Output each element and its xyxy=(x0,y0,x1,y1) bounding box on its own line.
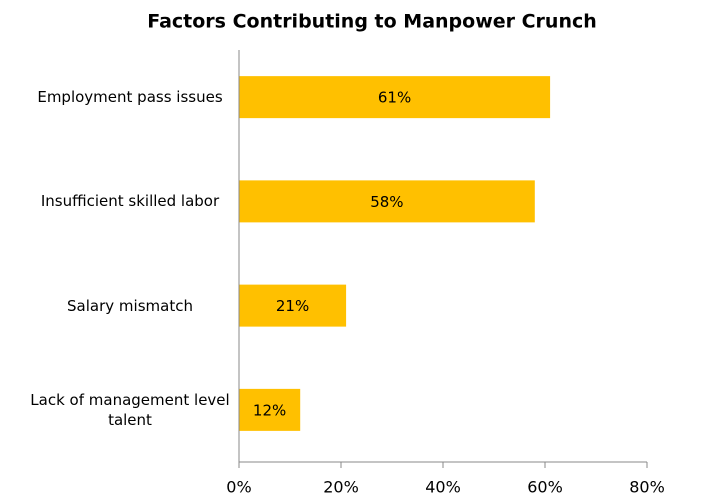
chart-title: Factors Contributing to Manpower Crunch xyxy=(147,11,597,33)
x-tick-label: 20% xyxy=(323,478,359,497)
bar xyxy=(239,76,551,119)
x-tick-label: 0% xyxy=(226,478,251,497)
x-tick-label: 60% xyxy=(527,478,563,497)
bar xyxy=(239,180,535,223)
category-label: Insufficient skilled labor xyxy=(40,192,220,211)
bar xyxy=(239,284,347,327)
x-tick-label: 40% xyxy=(425,478,461,497)
x-tick-label: 80% xyxy=(629,478,665,497)
value-label: 12% xyxy=(253,401,286,419)
value-label: 61% xyxy=(378,89,411,107)
category-label: Salary mismatch xyxy=(67,296,193,315)
value-label: 58% xyxy=(370,193,403,211)
category-label: Lack of management level talent xyxy=(30,390,230,429)
value-label: 21% xyxy=(276,297,309,315)
category-label: Employment pass issues xyxy=(37,88,223,107)
bar xyxy=(239,388,301,431)
